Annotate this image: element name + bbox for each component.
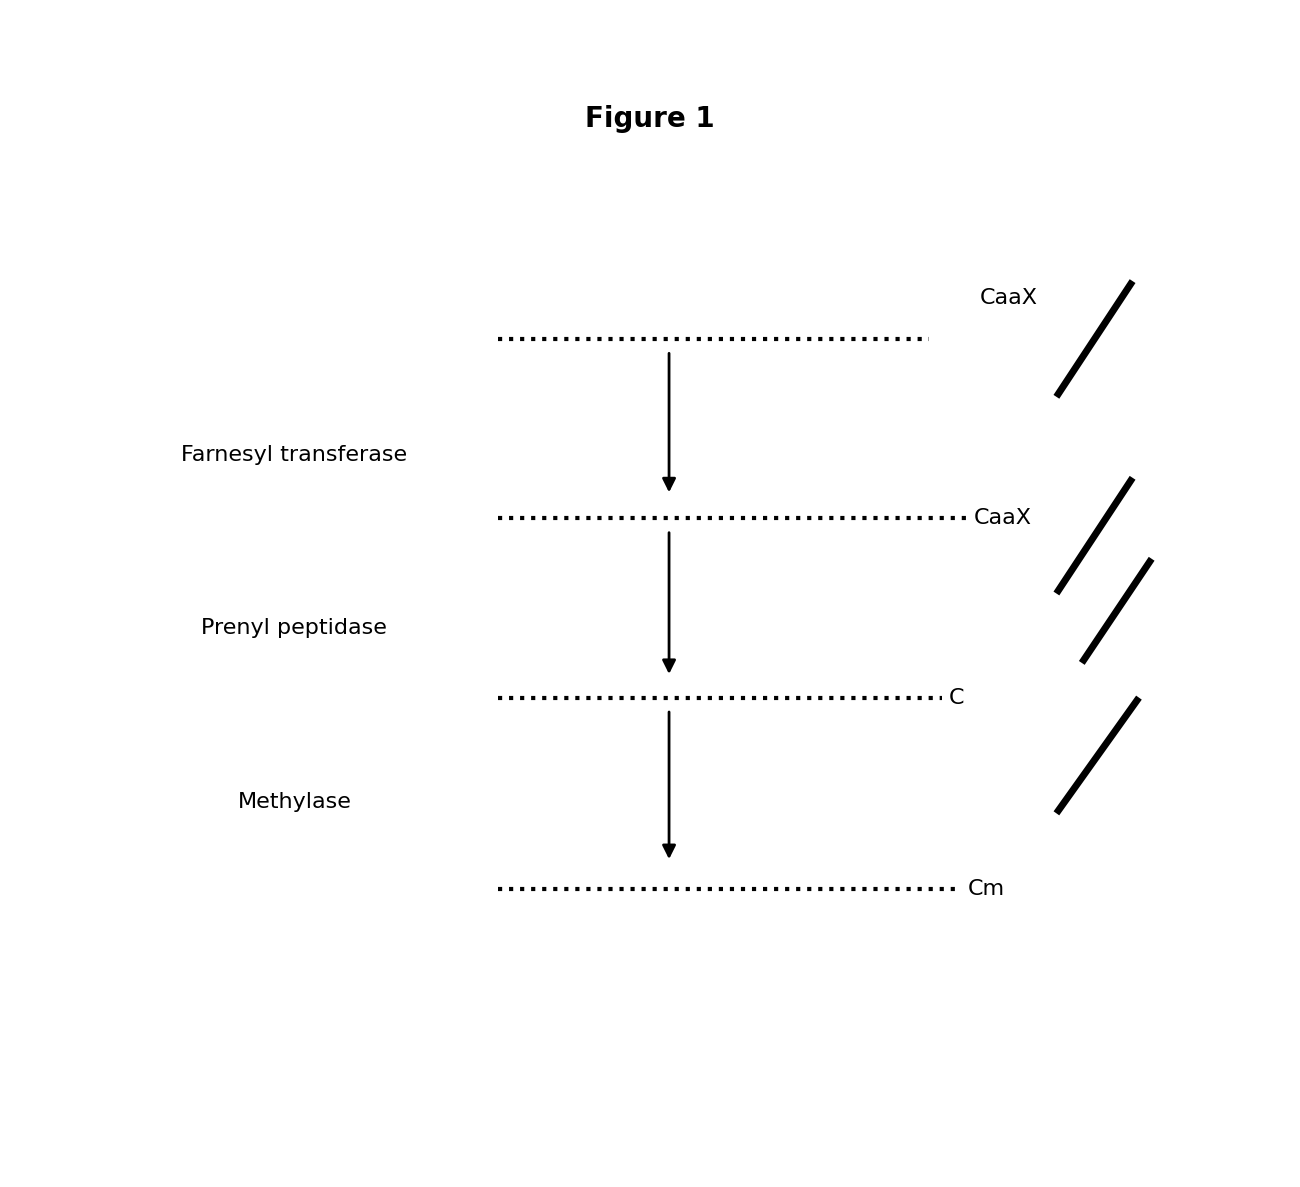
Text: C: C — [949, 687, 963, 707]
Text: CaaX: CaaX — [980, 288, 1039, 309]
Text: CaaX: CaaX — [974, 508, 1032, 528]
Text: Farnesyl transferase: Farnesyl transferase — [181, 445, 407, 464]
Text: Prenyl peptidase: Prenyl peptidase — [202, 618, 387, 639]
Text: Methylase: Methylase — [238, 792, 351, 812]
Text: Figure 1: Figure 1 — [585, 106, 715, 133]
Text: Cm: Cm — [967, 878, 1005, 899]
